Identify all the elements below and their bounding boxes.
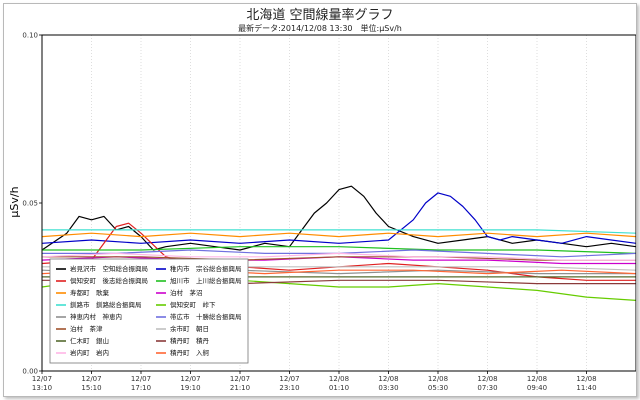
- x-tick-date: 12/07: [32, 375, 52, 383]
- y-axis-ticks: 0.00 0.05 0.10: [22, 32, 42, 376]
- y-tick-label: 0.00: [22, 368, 38, 376]
- chart-frame: 北海道 空間線量率グラフ 最新データ:2014/12/08 13:30 単位:μ…: [3, 3, 637, 397]
- series-line: [41, 222, 636, 281]
- x-tick-time: 07:30: [477, 384, 497, 392]
- x-tick-time: 05:30: [428, 384, 448, 392]
- chart-subtitle: 最新データ:2014/12/08 13:30 単位:μSv/h: [238, 23, 402, 33]
- legend-box: [49, 258, 249, 364]
- series-line: [41, 192, 636, 244]
- x-tick-time: 03:30: [378, 384, 398, 392]
- x-tick-time: 17:10: [131, 384, 151, 392]
- radiation-line-chart: 北海道 空間線量率グラフ 最新データ:2014/12/08 13:30 単位:μ…: [8, 7, 636, 392]
- x-tick-date: 12/08: [378, 375, 398, 383]
- series-line: [41, 185, 636, 251]
- plot-border: [41, 34, 636, 372]
- legend-label: 仁木町 銀山: [70, 336, 109, 345]
- x-tick-time: 21:10: [230, 384, 250, 392]
- x-tick-date: 12/08: [527, 375, 547, 383]
- series-line: [41, 252, 636, 261]
- legend-label: 帯広市 十勝総合振興局: [170, 312, 242, 321]
- series-line: [41, 232, 636, 238]
- x-tick-time: 23:10: [279, 384, 299, 392]
- x-tick-date: 12/07: [230, 375, 250, 383]
- x-axis-ticks: 12/0713:1012/0715:1012/0717:1012/0719:10…: [32, 371, 597, 392]
- legend-label: 倶知安町 峠下: [170, 300, 216, 309]
- legend-label: 稚内市 宗谷総合振興局: [170, 264, 242, 273]
- legend-label: 釧路市 釧路総合振興局: [70, 300, 142, 309]
- chart-title: 北海道 空間線量率グラフ: [246, 7, 393, 23]
- x-tick-time: 13:10: [32, 384, 52, 392]
- y-axis-label: μSv/h: [8, 186, 21, 217]
- y-tick-label: 0.10: [22, 32, 38, 40]
- legend-label: 神恵内村 神恵内: [70, 312, 122, 321]
- x-tick-time: 11:40: [576, 384, 596, 392]
- x-tick-date: 12/08: [428, 375, 448, 383]
- legend-label: 泊村 茶津: [70, 324, 103, 333]
- legend-label: 積丹町 積丹: [170, 336, 210, 345]
- series-line: [42, 229, 636, 234]
- series-line: [42, 256, 636, 261]
- legend-label: 寿都町 歌棄: [70, 288, 110, 297]
- x-tick-date: 12/07: [180, 375, 200, 383]
- x-tick-date: 12/07: [131, 375, 151, 383]
- legend-label: 岩内町 岩内: [70, 348, 109, 357]
- x-tick-date: 12/07: [81, 375, 101, 383]
- x-tick-time: 15:10: [81, 384, 101, 392]
- legend-label: 泊村 茅沼: [170, 288, 203, 297]
- legend-label: 余市町 朝日: [170, 324, 209, 333]
- x-tick-date: 12/08: [576, 375, 596, 383]
- x-tick-date: 12/08: [329, 375, 349, 383]
- legend-label: 積丹町 入舸: [170, 348, 210, 357]
- series-line: [42, 246, 636, 254]
- y-tick-label: 0.05: [22, 200, 38, 208]
- x-tick-time: 01:10: [329, 384, 349, 392]
- legend-label: 岩見沢市 空知総合振興局: [70, 264, 148, 273]
- x-tick-time: 09:40: [527, 384, 547, 392]
- x-tick-date: 12/07: [279, 375, 299, 383]
- legend-label: 旭川市 上川総合振興局: [170, 276, 242, 285]
- x-tick-time: 19:10: [180, 384, 200, 392]
- legend-label: 倶知安町 後志総合振興局: [70, 276, 148, 285]
- x-tick-date: 12/08: [477, 375, 497, 383]
